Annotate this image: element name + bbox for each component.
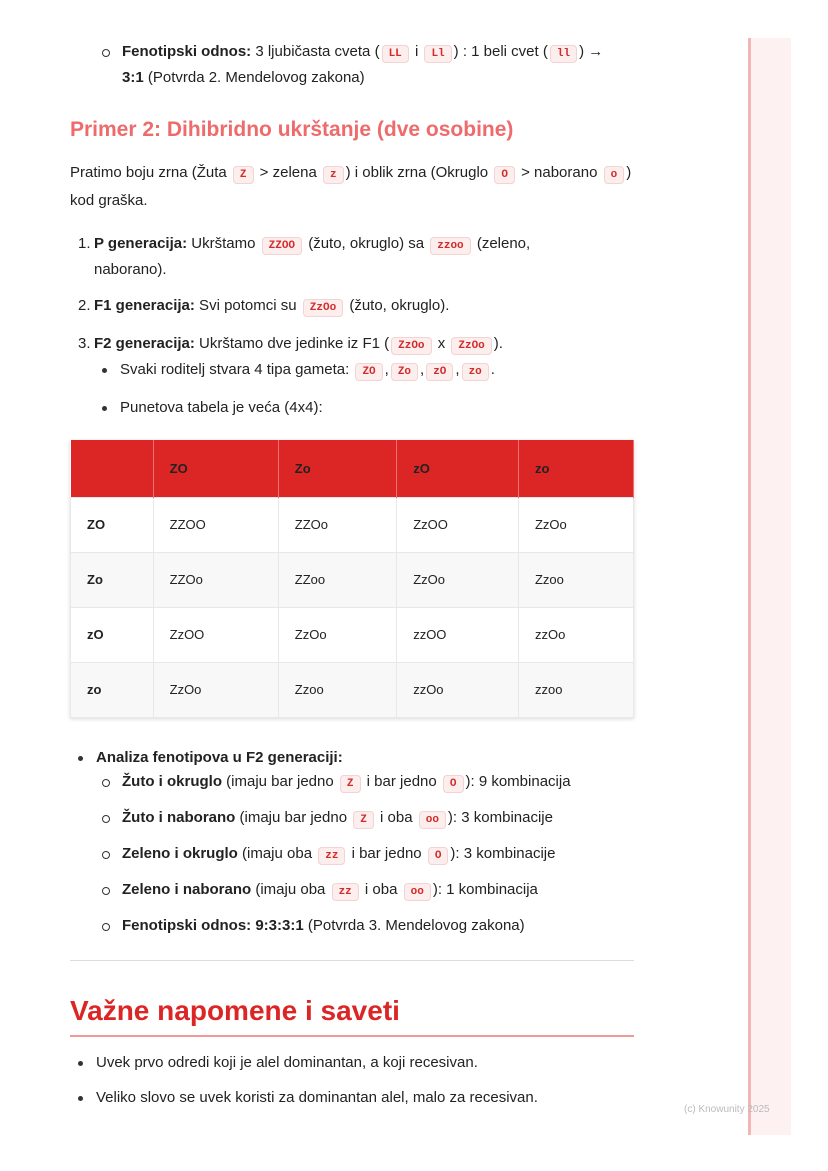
note-item: Veliko slovo se uvek koristi za dominant… <box>70 1086 634 1110</box>
cell: ZzOo <box>517 496 635 553</box>
cell: ZZOo <box>277 496 398 553</box>
cell: zzOo <box>396 661 519 718</box>
punnett-note: Punetova tabela je veća (4x4): <box>94 396 634 420</box>
row-header: zo <box>70 661 154 718</box>
cell: ZzOO <box>396 496 519 553</box>
header-cell: zo <box>518 440 635 497</box>
table-row: zO ZzOO ZzOo zzOO zzOo <box>70 606 635 663</box>
cell: Zzoo <box>277 661 398 718</box>
row-header: ZO <box>70 496 154 553</box>
header-cell <box>70 440 154 497</box>
table-row: zo ZzOo Zzoo zzOo zzoo <box>70 661 635 718</box>
intro-paragraph: Pratimo boju zrna (Žuta Z > zelena z) i … <box>70 164 632 209</box>
copyright: (c) Knowunity 2025 <box>684 1104 770 1115</box>
table-header-row: ZO Zo zO zo <box>70 440 635 497</box>
header-cell: ZO <box>153 440 279 497</box>
cell: ZzOo <box>396 551 519 608</box>
step-item: 3. F2 generacija: Ukrštamo dve jedinke iz… <box>70 332 634 420</box>
cell: Zzoo <box>517 551 635 608</box>
cell: ZzOo <box>152 661 279 718</box>
table-row: Zo ZZOo ZZoo ZzOo Zzoo <box>70 551 635 608</box>
gametes-item: Svaki roditelj stvara 4 tipa gameta: ZO,… <box>94 358 634 384</box>
punnett-table: ZO Zo zO zo ZO ZZOO ZZOo ZzOO ZzOo Zo ZZOo ZZoo Zz… <box>70 440 635 718</box>
ratio-item: Fenotipski odnos: 9:3:3:1 (Potvrda 3. Me… <box>96 914 634 938</box>
notes-heading: Važne napomene i saveti <box>70 995 634 1037</box>
phenotype-item: Žuto i naborano (imaju bar jedno Z i oba… <box>96 806 634 832</box>
phenotype-item: Žuto i okruglo (imaju bar jedno Z i bar … <box>96 770 634 796</box>
cell: zzoo <box>517 661 635 718</box>
phenotype-item: Zeleno i naborano (imaju oba zz i oba oo… <box>96 878 634 904</box>
cell: ZZOo <box>152 551 279 608</box>
side-panel <box>748 38 791 1135</box>
cell: zzOO <box>396 606 519 663</box>
step-item: 2. F1 generacija: Svi potomci su ZzOo (žu… <box>70 294 634 320</box>
cell: zzOo <box>517 606 635 663</box>
header-cell: Zo <box>278 440 398 497</box>
cell: ZzOO <box>152 606 279 663</box>
phenotype-item: Zeleno i okruglo (imaju oba zz i bar jed… <box>96 842 634 868</box>
analysis-item: Analiza fenotipova u F2 generaciji: Žuto… <box>70 746 634 938</box>
table-row: ZO ZZOO ZZOo ZzOO ZzOo <box>70 496 635 553</box>
divider <box>70 959 634 961</box>
document-content: Fenotipski odnos: 3 ljubičasta cveta (LL… <box>70 40 635 1110</box>
cell: ZzOo <box>277 606 398 663</box>
note-item: Uvek prvo odredi koji je alel dominantan… <box>70 1051 634 1075</box>
cell: ZZOO <box>152 496 279 553</box>
row-header: Zo <box>70 551 154 608</box>
cell: ZZoo <box>277 551 398 608</box>
section-heading: Primer 2: Dihibridno ukrštanje (dve osob… <box>70 118 514 141</box>
header-cell: zO <box>396 440 519 497</box>
row-header: zO <box>70 606 154 663</box>
phenotype-ratio-line: Fenotipski odnos: 3 ljubičasta cveta (LL… <box>96 40 634 90</box>
step-item: 1. P generacija: Ukrštamo ZZOO (žuto, okr… <box>78 235 531 278</box>
